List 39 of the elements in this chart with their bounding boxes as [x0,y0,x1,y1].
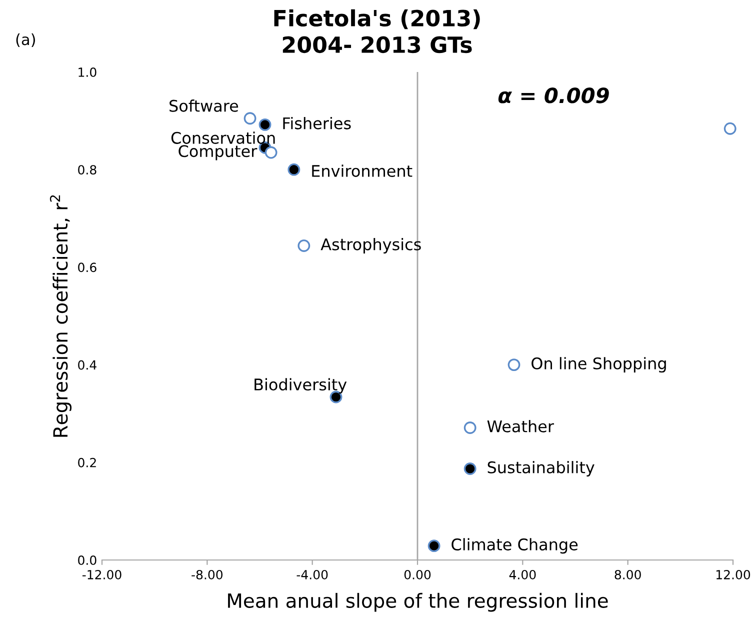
y-tick-label: 0.8 [78,165,96,175]
annotation: Biodiversity [254,378,347,394]
annotation: Fisheries [283,116,351,130]
chart-title: Ficetola's (2013) 2004- 2013 GTs [274,9,480,54]
annotation: Astrophysics [320,238,421,254]
point [724,122,736,135]
x-tick-label: 12.00 [716,570,750,580]
annotation: Weather [487,420,554,432]
point [288,163,300,176]
point [464,462,476,475]
x-tick-label: -12.00 [82,570,122,580]
annotation: Environment [312,164,412,178]
point [244,112,256,125]
x-tick-label: -8.00 [192,570,223,580]
text: (a) [16,33,35,48]
annotation: Conservation [171,132,275,144]
x-axis-title: Mean anual slope of the regression line [228,592,608,612]
point [428,540,440,552]
y-tick-label: 0.6 [78,262,96,272]
point [508,358,520,372]
annotation: On line Shopping [532,357,666,373]
x-tick-label: 0.00 [404,570,431,580]
point [298,240,310,252]
y-tick-label: 1.0 [78,67,96,77]
y-tick-label: 0.0 [78,555,96,565]
x-tick-label: -4.00 [296,570,328,580]
annotation: α = 0.009 [498,88,609,104]
annotation: Climate Change [452,538,578,554]
point [258,118,272,131]
y-axis-title: Regression coefficient, r$^{2}$ [50,195,72,437]
annotation: Computer [178,145,258,160]
y-tick-label: 0.2 [78,458,96,468]
annotation: Sustainability [488,461,594,476]
point [264,146,278,159]
annotation: Software [170,100,238,112]
point [464,422,476,434]
x-tick-label: 8.00 [614,570,641,580]
x-tick-label: 4.00 [509,570,536,580]
y-tick-label: 0.4 [78,360,96,370]
